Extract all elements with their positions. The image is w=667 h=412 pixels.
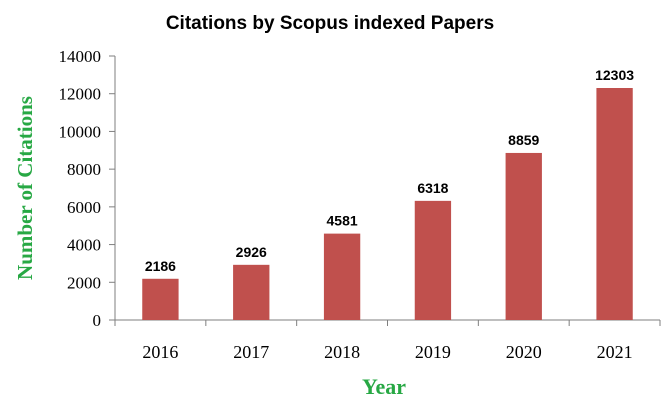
y-tick-label: 12000 — [59, 85, 102, 104]
plot-area: 0 2000 4000 6000 8000 10000 12000 14000 2186 2016… — [59, 47, 661, 362]
x-tick-label-2018: 2018 — [324, 342, 360, 362]
data-label-2020: 8859 — [508, 132, 539, 148]
bar-2021 — [596, 88, 633, 320]
chart-title: Citations by Scopus indexed Papers — [166, 13, 494, 34]
x-tick-label-2021: 2021 — [597, 342, 633, 362]
data-label-2017: 2926 — [236, 244, 267, 260]
data-label-2019: 6318 — [417, 180, 448, 196]
x-tick-label-2016: 2016 — [142, 342, 178, 362]
y-tick-label: 6000 — [67, 198, 101, 217]
x-axis-title: Year — [362, 374, 406, 399]
data-label-2016: 2186 — [145, 258, 176, 274]
data-label-2021: 12303 — [595, 67, 634, 83]
bar-2018 — [323, 233, 361, 320]
y-tick-label: 8000 — [67, 160, 101, 179]
data-label-2018: 4581 — [327, 213, 358, 229]
y-tick-label: 4000 — [67, 236, 101, 255]
x-tick-label-2020: 2020 — [506, 342, 542, 362]
x-tick-label-2017: 2017 — [233, 342, 269, 362]
y-tick-label: 2000 — [67, 273, 101, 292]
y-axis-title: Number of Citations — [13, 96, 37, 280]
y-tick-label: 14000 — [59, 47, 102, 66]
y-tick-label: 0 — [93, 311, 102, 330]
bar-2020 — [505, 152, 542, 320]
bar-2019 — [414, 200, 452, 320]
bar-2017 — [233, 264, 270, 320]
bar-2016 — [142, 278, 179, 320]
y-tick-label: 10000 — [59, 122, 102, 141]
x-tick-label-2019: 2019 — [415, 342, 451, 362]
